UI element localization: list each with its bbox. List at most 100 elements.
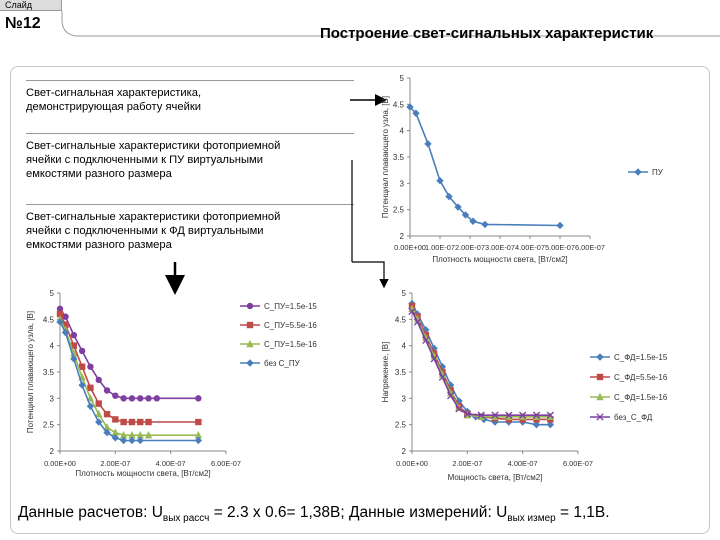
x-tick-label: 4.00E-07 xyxy=(515,243,545,252)
data-point xyxy=(546,420,555,429)
data-point xyxy=(518,412,527,420)
y-tick-label: 2 xyxy=(400,232,405,241)
data-point xyxy=(422,336,430,345)
text-block-3-top-line xyxy=(26,204,354,205)
x-tick-label: 5.00E-07 xyxy=(545,243,575,252)
x-axis-label: Плотность мощности света, [Вт/см2] xyxy=(75,469,210,478)
data-point xyxy=(546,411,554,419)
legend-label: С_ПУ=5.5е-16 xyxy=(264,321,317,330)
data-point xyxy=(447,392,455,400)
data-point xyxy=(532,420,541,429)
data-point xyxy=(120,418,127,426)
data-point xyxy=(194,436,203,445)
data-point xyxy=(119,436,128,445)
data-point xyxy=(62,313,69,320)
legend-label: без_С_ФД xyxy=(614,413,653,422)
data-point xyxy=(136,436,144,445)
y-tick-label: 3 xyxy=(402,394,407,403)
data-point xyxy=(477,412,485,420)
data-point xyxy=(195,418,202,426)
x-tick-label: 3.00E-07 xyxy=(485,243,515,252)
footer-suffix: = 1,1В. xyxy=(555,504,610,521)
data-point xyxy=(70,342,78,349)
slide-frame xyxy=(10,66,710,534)
data-point xyxy=(436,177,444,185)
footer-text: Данные расчетов: Uвых рассч = 2.3 x 0.6=… xyxy=(18,504,610,524)
x-tick-label: 2.00E-07 xyxy=(455,243,485,252)
legend-label: С_ФД=5.5е-16 xyxy=(614,373,668,382)
data-point xyxy=(430,355,438,363)
y-tick-label: 5 xyxy=(50,289,55,298)
x-axis-label: Мощность света, [Вт/см2] xyxy=(448,473,543,482)
data-point xyxy=(56,305,64,312)
data-point xyxy=(413,318,422,326)
legend-label: С_ПУ=1.5е-16 xyxy=(264,340,317,349)
data-point xyxy=(56,310,64,318)
data-point xyxy=(412,109,420,117)
data-point xyxy=(546,412,555,420)
data-point xyxy=(78,381,86,389)
y-tick-label: 4 xyxy=(400,127,405,136)
data-point xyxy=(438,373,447,381)
data-point xyxy=(56,318,64,326)
data-point xyxy=(424,140,432,148)
y-tick-label: 2.5 xyxy=(43,421,55,430)
data-point xyxy=(95,418,103,426)
data-point xyxy=(491,412,499,420)
legend-marker xyxy=(596,373,604,381)
legend-marker xyxy=(246,302,254,310)
x-tick-label: 6.00E-07 xyxy=(575,243,605,252)
text-block-3-line-1: Свет-сигнальные характеристики фотоприем… xyxy=(26,211,281,223)
x-tick-label: 4.00E-07 xyxy=(156,459,186,468)
legend-marker xyxy=(246,339,254,348)
data-point xyxy=(87,384,94,391)
footer-sub-2: вых измер xyxy=(507,513,556,525)
y-axis-label: Потенциал плавающего узла, [В] xyxy=(381,96,390,218)
x-axis-label: Плотность мощности света, [Вт/см2] xyxy=(432,255,567,264)
y-tick-label: 4 xyxy=(402,342,407,351)
legend-label: без С_ПУ xyxy=(264,359,301,368)
data-point xyxy=(128,418,136,426)
y-tick-label: 4.5 xyxy=(43,315,55,324)
legend-label: С_ФД=1.5е-16 xyxy=(614,393,668,402)
data-point xyxy=(128,395,136,402)
y-tick-label: 3 xyxy=(50,394,55,403)
data-point xyxy=(95,400,102,407)
legend-marker xyxy=(596,353,604,361)
x-tick-label: 0.00E+00 xyxy=(44,459,76,468)
text-block-1: Свет-сигнальная характеристика, демонстр… xyxy=(26,86,356,116)
y-tick-label: 3.5 xyxy=(395,368,407,377)
y-tick-label: 2 xyxy=(50,447,55,456)
data-point xyxy=(112,416,119,423)
data-point xyxy=(145,418,152,426)
y-tick-label: 2.5 xyxy=(395,421,407,430)
text-block-3-line-3: емкостями разного размера xyxy=(26,239,172,251)
slide-tab[interactable]: Слайд xyxy=(0,0,62,11)
data-point xyxy=(112,392,119,399)
data-point xyxy=(120,395,127,402)
data-point xyxy=(519,411,527,419)
data-point xyxy=(103,387,111,394)
data-point xyxy=(137,395,144,402)
data-point xyxy=(532,412,541,420)
text-block-2-line-3: емкостями разного размера xyxy=(26,168,172,180)
data-point xyxy=(455,405,463,413)
x-tick-label: 2.00E-07 xyxy=(452,459,482,468)
legend-label: С_ПУ=1.5е-15 xyxy=(264,302,317,311)
text-block-1-line-1: Свет-сигнальная характеристика, xyxy=(26,87,202,99)
data-point xyxy=(103,428,111,437)
y-tick-label: 4.5 xyxy=(393,100,405,109)
y-tick-label: 3 xyxy=(400,179,405,188)
slide-title: Построение свет-сигнальных характеристик xyxy=(320,25,654,42)
series-line xyxy=(409,106,561,227)
x-tick-label: 0.00E+00 xyxy=(396,459,428,468)
series-line xyxy=(411,311,551,417)
data-point xyxy=(137,418,144,426)
legend-marker xyxy=(596,413,604,421)
data-point xyxy=(103,410,111,418)
y-tick-label: 2.5 xyxy=(393,206,405,215)
text-block-2-line-2: ячейки с подключенными к ПУ виртуальными xyxy=(26,154,263,166)
text-block-2-top-line xyxy=(26,133,354,134)
